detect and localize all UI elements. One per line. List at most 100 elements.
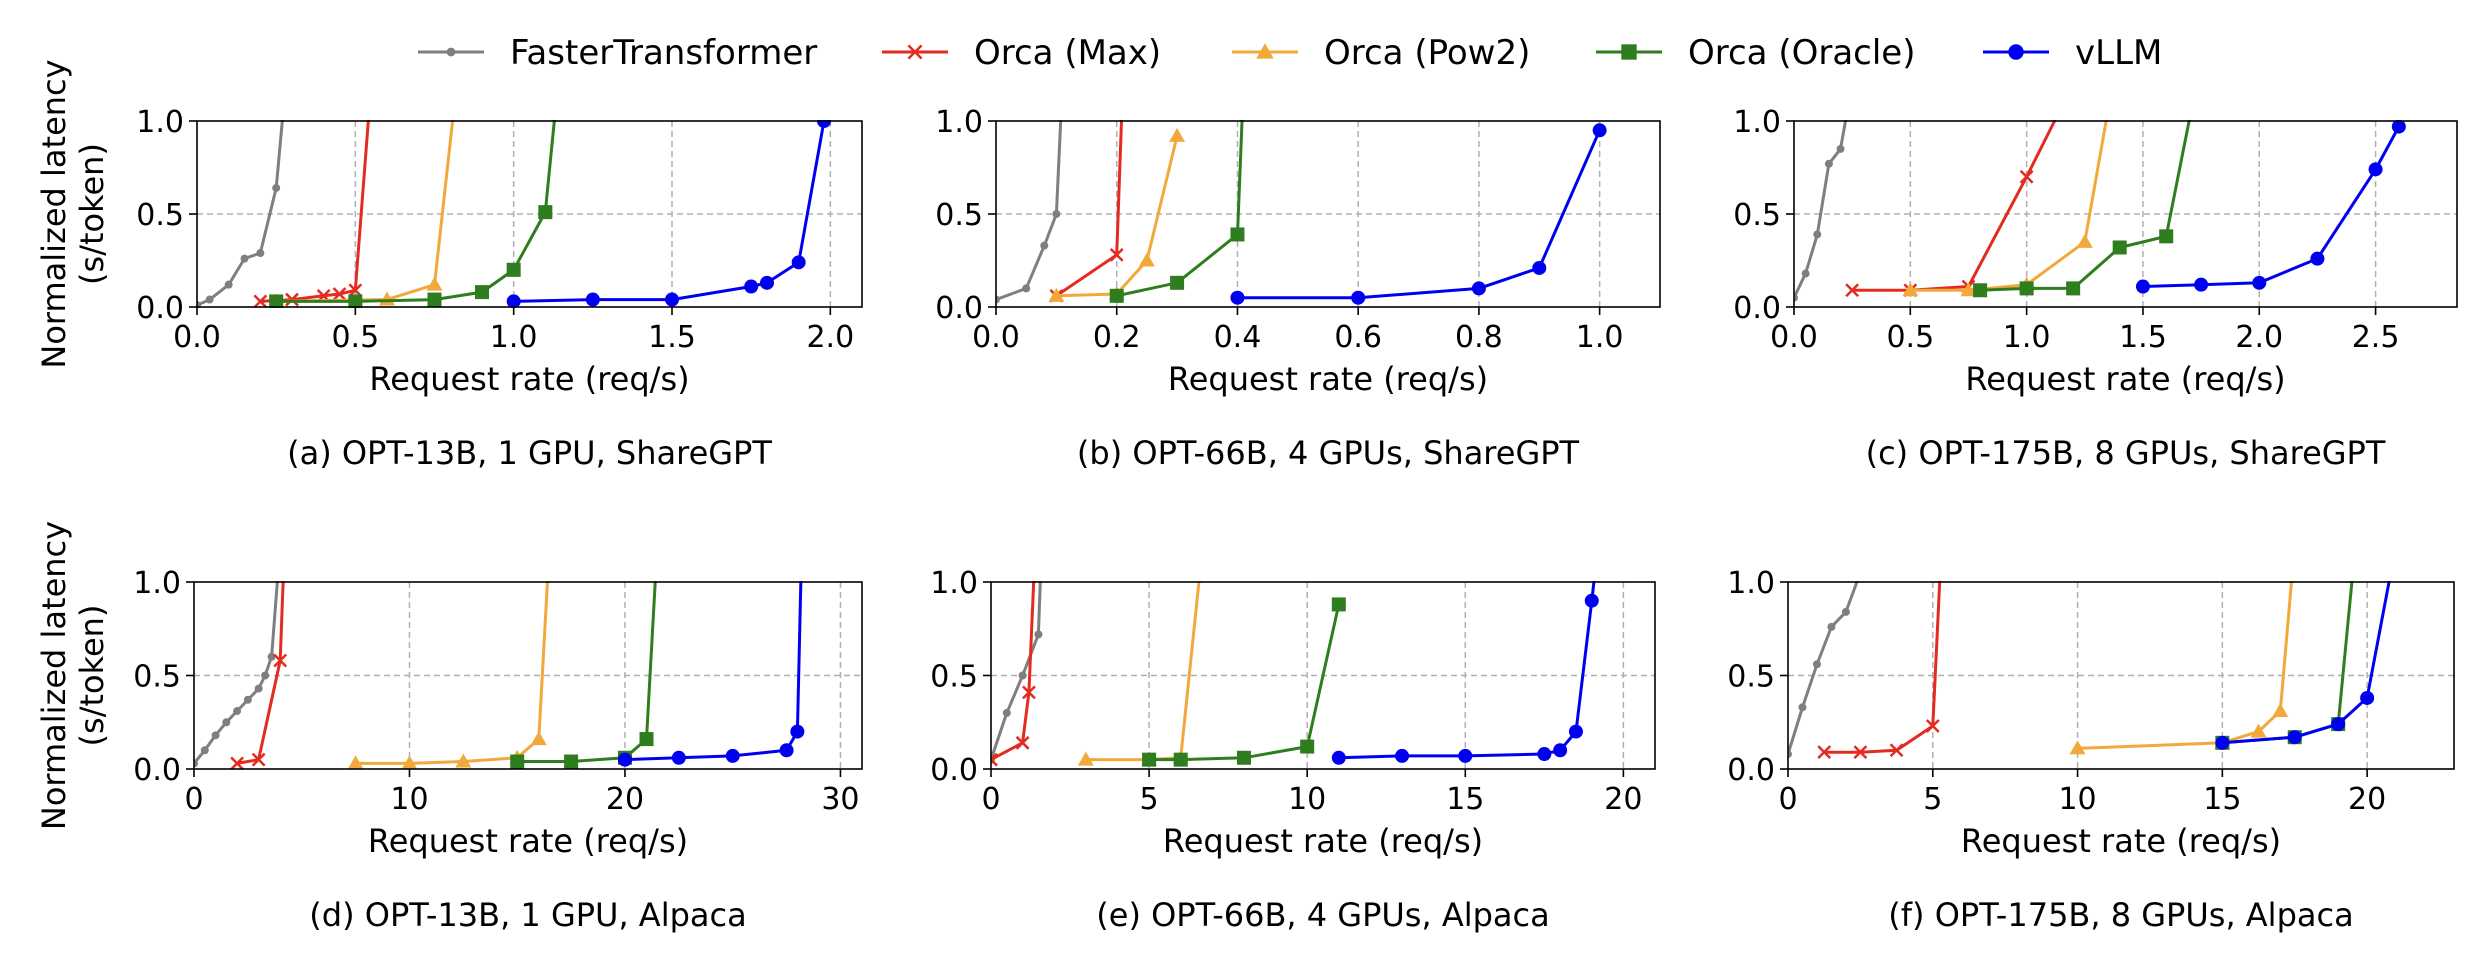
panel-a: 0.0 0.5 1.0 1.5 2.0 0.0 0.5 1.0 Request rate (re…: [35, 59, 863, 472]
series-group: [197, 120, 831, 308]
x-tick-label: 0: [184, 782, 203, 817]
data-point: [455, 753, 472, 768]
series-orca-oracle: [1142, 597, 1346, 767]
x-tick-label: 1.5: [2119, 320, 2167, 355]
data-point: [1395, 748, 1410, 763]
data-point: [506, 262, 521, 277]
series-group: [996, 120, 1607, 305]
x-tick-label: 30: [821, 782, 859, 817]
ticks: 0 10 20 30 0.0 0.5 1.0: [133, 566, 859, 817]
y-tick-label: 1.0: [935, 105, 983, 140]
data-point: [1015, 735, 1030, 750]
x-tick-label: 2.0: [806, 320, 854, 355]
y-tick-label: 1.0: [136, 105, 184, 140]
series-line: [260, 120, 370, 303]
data-point: [2310, 251, 2325, 266]
panel-caption: (d) OPT-13B, 1 GPU, Alpaca: [309, 896, 746, 934]
y-axis-label-line1: Normalized latency: [35, 59, 73, 368]
series-line: [1116, 120, 1244, 298]
data-point: [1889, 743, 1904, 758]
y-tick-label: 0.5: [935, 198, 983, 233]
data-point: [1109, 288, 1124, 303]
series-orca-pow2: [1902, 120, 2108, 297]
series-line: [2222, 581, 2391, 745]
series-line: [1149, 604, 1341, 762]
gridlines: [996, 121, 1660, 307]
data-point: [200, 746, 209, 755]
data-point: [475, 285, 489, 300]
data-point: [779, 743, 794, 758]
series-orca-max: [230, 581, 288, 770]
series-line: [2077, 581, 2294, 750]
series-orca-oracle: [1109, 120, 1245, 303]
y-tick-label: 0.0: [136, 291, 184, 326]
data-point: [2215, 735, 2230, 750]
x-tick-label: 0.6: [1334, 320, 1382, 355]
series-vllm: [1230, 123, 1607, 305]
x-tick-label: 1.0: [490, 320, 538, 355]
y-tick-label: 0.0: [1727, 753, 1775, 788]
data-point: [1077, 751, 1094, 766]
data-point: [2287, 730, 2302, 745]
y-tick-label: 1.0: [1733, 105, 1781, 140]
data-point: [1022, 685, 1036, 700]
gridlines: [194, 582, 862, 769]
data-point: [1351, 290, 1366, 305]
data-point: [2076, 233, 2093, 248]
x-tick-label: 10: [1288, 782, 1326, 817]
panel-b: 0.0 0.2 0.4 0.6 0.8 1.0 0.0 0.5 1.0 Request rate …: [935, 105, 1661, 472]
series-fastertransformer: [991, 581, 1043, 764]
data-point: [744, 279, 759, 294]
y-tick-label: 0.0: [930, 753, 978, 788]
data-point: [1812, 660, 1821, 669]
series-orca-pow2: [2069, 581, 2294, 755]
series-line: [1055, 120, 1124, 298]
series-line: [2142, 125, 2401, 288]
data-point: [564, 754, 579, 769]
data-point: [348, 283, 363, 298]
data-point: [1034, 630, 1043, 639]
data-point: [2391, 120, 2406, 134]
x-tick-label: 10: [390, 782, 428, 817]
data-point: [2019, 281, 2034, 296]
x-tick-label: 15: [1446, 782, 1484, 817]
x-axis-label: Request rate (req/s): [369, 360, 689, 398]
x-axis-label: Request rate (req/s): [368, 822, 688, 860]
data-point: [1040, 241, 1049, 250]
x-tick-label: 0.0: [1770, 320, 1818, 355]
data-point: [251, 752, 266, 767]
series-line: [991, 581, 1036, 761]
data-point: [617, 752, 632, 767]
series-orca-oracle: [1973, 120, 2191, 298]
series-vllm: [617, 581, 805, 767]
series-line: [355, 581, 549, 765]
series-vllm: [1331, 581, 1599, 765]
data-point: [639, 732, 654, 747]
series-vllm: [2215, 581, 2391, 750]
data-point: [224, 280, 233, 289]
series-group: [194, 581, 805, 770]
data-point: [1798, 703, 1807, 712]
x-axis-label: Request rate (req/s): [1168, 360, 1488, 398]
data-point: [1836, 144, 1845, 153]
ticks: 0 5 10 15 20 0.0 0.5 1.0: [1727, 566, 2386, 817]
series-group: [1788, 581, 2391, 760]
series-line: [1852, 120, 2057, 292]
y-tick-label: 1.0: [133, 566, 181, 601]
data-point: [194, 759, 198, 768]
data-point: [1138, 252, 1155, 267]
y-tick-label: 0.0: [133, 753, 181, 788]
data-point: [2069, 740, 2086, 755]
x-tick-label: 0.0: [972, 320, 1020, 355]
data-point: [269, 294, 284, 308]
data-point: [1960, 282, 1977, 297]
data-point: [253, 294, 268, 308]
data-point: [272, 183, 281, 192]
x-tick-label: 0: [981, 782, 1000, 817]
series-vllm: [506, 120, 831, 308]
data-point: [1813, 230, 1822, 239]
data-point: [2112, 240, 2127, 255]
data-point: [1109, 248, 1124, 262]
panel-c: 0.0 0.5 1.0 1.5 2.0 2.5 0.0 0.5 1.0 Request rate …: [1733, 105, 2458, 472]
data-point: [1925, 719, 1940, 733]
